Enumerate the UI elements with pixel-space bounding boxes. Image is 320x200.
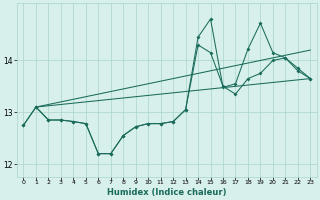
X-axis label: Humidex (Indice chaleur): Humidex (Indice chaleur) xyxy=(107,188,227,197)
